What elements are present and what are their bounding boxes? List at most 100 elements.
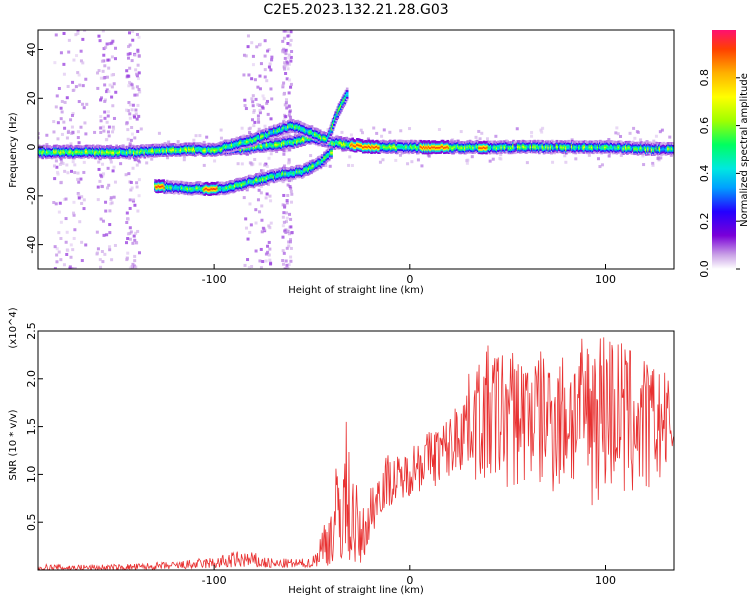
spectrogram-cell <box>103 110 107 114</box>
spectrogram-cell <box>124 173 128 177</box>
spectrogram-cell <box>107 66 111 70</box>
spectrogram-cell <box>288 148 292 152</box>
spectrogram-cell <box>287 161 291 165</box>
spectrogram-cell <box>69 243 73 247</box>
spectrogram-cell <box>258 162 262 166</box>
spectrogram-cell <box>457 139 460 143</box>
spectrogram-cell <box>244 226 248 230</box>
spectrogram-cell <box>344 148 347 152</box>
spectrogram-cell <box>248 131 252 135</box>
spectrogram-cell <box>339 136 343 139</box>
spectrogram-cell <box>71 160 75 164</box>
spectrogram-cell <box>264 149 268 153</box>
spectrogram-cell <box>99 98 103 102</box>
spectrogram-cell <box>289 30 293 34</box>
spectrogram-cell <box>129 180 133 184</box>
spectrogram-cell <box>104 209 108 213</box>
spectrogram-cell <box>258 108 262 112</box>
spectrogram-cell <box>76 136 80 140</box>
spectrogram-cell <box>287 91 291 95</box>
spectrogram-cell <box>240 162 244 166</box>
spectrogram-cell <box>96 71 100 75</box>
spectrogram-cell <box>636 130 640 134</box>
spectrogram-heatmap <box>38 30 674 269</box>
spectrogram-cell <box>393 139 397 143</box>
spectrogram-cell <box>129 82 133 86</box>
spectrogram-cell <box>192 138 196 142</box>
spectrogram-cell <box>285 63 289 67</box>
spectrogram-cell <box>74 85 78 89</box>
spectrogram-cell <box>254 97 258 101</box>
spectrogram-cell <box>100 59 104 63</box>
spectrogram-cell <box>388 130 392 134</box>
spectrogram-cell <box>359 128 363 132</box>
spectrogram-cell <box>104 45 108 49</box>
spectrogram-cell <box>653 153 656 156</box>
spectrogram-cell <box>250 97 254 101</box>
spectrogram-cell <box>64 240 68 244</box>
spectrogram-cell <box>133 136 137 140</box>
spectrogram-cell <box>265 192 269 196</box>
spectrogram-cell <box>71 80 75 84</box>
spectrogram-cell <box>77 180 81 184</box>
spectrogram-cell <box>282 220 286 224</box>
spectrogram-cell <box>76 130 80 134</box>
spectrogram-cell <box>68 265 72 269</box>
spectrogram-cell <box>52 200 56 204</box>
spectrogram-cell <box>157 131 161 135</box>
spectrogram-cell <box>600 163 604 167</box>
spectrogram-cell <box>283 103 287 107</box>
spectrogram-cell <box>264 196 268 200</box>
spectrogram-cell <box>258 42 262 46</box>
spectrogram-cell <box>360 139 364 142</box>
spectrogram-cell <box>112 82 116 86</box>
spectrogram-cell <box>127 45 131 49</box>
spectrogram-cell <box>95 251 99 255</box>
spectrogram-cell <box>351 137 354 141</box>
spectrogram-cell <box>290 178 294 182</box>
spectrogram-cell <box>286 266 290 269</box>
spectrogram-cell <box>268 62 272 66</box>
spectrogram-cell <box>599 139 602 143</box>
spectrogram-cell <box>131 103 135 107</box>
spectrogram-cell <box>259 247 263 251</box>
spectrogram-cell <box>99 217 103 221</box>
spectrogram-cell <box>651 161 655 165</box>
spectrogram-cell <box>284 220 288 224</box>
spectrogram-cell <box>234 148 237 152</box>
spectrogram-cell <box>639 138 643 142</box>
spectrogram-cell <box>96 86 100 90</box>
spectrogram-cell <box>77 196 81 200</box>
spectrogram-cell <box>530 134 534 138</box>
spectrogram-cell <box>668 135 672 139</box>
spectrogram-cell <box>248 126 252 130</box>
spectrogram-cell <box>105 137 109 141</box>
spectrogram-cell <box>135 185 139 189</box>
spectrogram-cell <box>655 141 659 145</box>
spectrogram-cell <box>263 39 267 43</box>
spectrogram-cell <box>101 125 105 129</box>
spectrogram-cell <box>73 171 77 175</box>
spectrogram-cell <box>114 46 118 50</box>
spectrogram-cell <box>65 96 69 100</box>
spectrogram-cell <box>66 171 70 175</box>
spectrogram-cell <box>137 194 141 198</box>
spectrogram-cell <box>671 152 674 156</box>
spectrogram-cell <box>128 43 132 47</box>
spectrogram-cell <box>55 165 59 169</box>
spectrogram-cell <box>515 127 519 131</box>
spectrogram-cell <box>59 51 63 55</box>
spectrogram-cell <box>651 163 655 167</box>
spectrogram-cell <box>287 244 291 248</box>
spectrogram-cell <box>101 219 105 223</box>
spectrogram-cell <box>131 30 135 33</box>
spectrogram-cell <box>266 183 270 187</box>
spectrogram-cell <box>71 248 75 252</box>
spectrogram-cell <box>137 159 141 163</box>
spectrogram-cell <box>67 129 71 133</box>
spectrogram-cell <box>282 251 286 255</box>
spectrogram-cell <box>111 104 115 108</box>
spectrogram-cell <box>55 94 59 98</box>
spectrogram-cell <box>103 98 107 102</box>
spectrogram-cell <box>105 233 109 237</box>
